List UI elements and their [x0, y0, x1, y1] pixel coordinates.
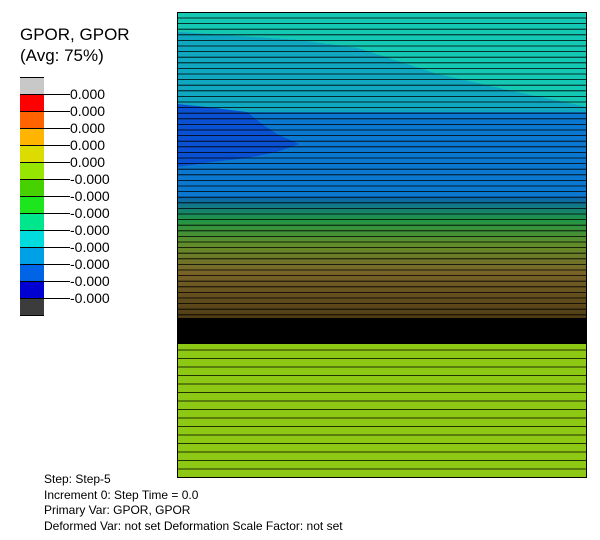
legend-tick [44, 247, 70, 248]
legend-title-averaging: (Avg: 75%) [20, 46, 104, 65]
legend-bottom-edge [20, 315, 44, 316]
contour-plot [177, 12, 587, 478]
legend-tick-label: -0.000 [70, 273, 110, 289]
legend-tick [44, 94, 70, 95]
legend-swatch [20, 145, 44, 162]
legend-tick-label: -0.000 [70, 256, 110, 272]
legend-tick [44, 298, 70, 299]
model-info-block: Step: Step-5 Increment 0: Step Time = 0.… [44, 472, 343, 534]
legend-swatch [20, 94, 44, 111]
legend-tick [44, 179, 70, 180]
info-primary-var: Primary Var: GPOR, GPOR [44, 503, 191, 517]
legend-tick [44, 281, 70, 282]
legend-tick [44, 162, 70, 163]
legend-tick [44, 213, 70, 214]
contour-plot-viewport[interactable] [177, 12, 587, 478]
legend-swatch [20, 298, 44, 315]
legend-title-variable: GPOR, GPOR [20, 25, 130, 44]
legend-swatch [20, 281, 44, 298]
legend-swatch [20, 213, 44, 230]
legend-swatch [20, 264, 44, 281]
legend-tick-label: 0.000 [70, 120, 106, 136]
legend-tick [44, 111, 70, 112]
legend-swatch [20, 247, 44, 264]
legend-tick-label: -0.000 [70, 239, 110, 255]
contour-band-black [177, 318, 587, 344]
legend-tick [44, 128, 70, 129]
plot-border [177, 12, 587, 478]
contour-region-teal [177, 32, 587, 112]
legend-swatch [20, 128, 44, 145]
contour-region-cyan [177, 12, 587, 107]
legend-tick-label: -0.000 [70, 222, 110, 238]
contour-legend: 0.000 0.000 0.000 0.000 0.000 -0.000 -0.000 -0.… [20, 77, 140, 317]
legend-swatch [20, 196, 44, 213]
legend-swatch [20, 230, 44, 247]
contour-band-green-brown [177, 219, 587, 272]
legend-tick-label: -0.000 [70, 171, 110, 187]
legend-swatch [20, 179, 44, 196]
legend-tick-label: 0.000 [70, 103, 106, 119]
legend-tick-label: 0.000 [70, 154, 106, 170]
contour-band-brown [177, 272, 587, 318]
legend-swatch [20, 111, 44, 128]
legend-tick [44, 145, 70, 146]
info-step: Step: Step-5 [44, 472, 111, 486]
contour-band-lime [177, 344, 587, 478]
info-increment: Increment 0: Step Time = 0.0 [44, 487, 199, 502]
legend-tick [44, 196, 70, 197]
legend-tick-label: 0.000 [70, 86, 106, 102]
legend-tick-label: 0.000 [70, 137, 106, 153]
legend-swatch [20, 77, 44, 94]
legend-tick-label: -0.000 [70, 188, 110, 204]
legend-tick-label: -0.000 [70, 290, 110, 306]
legend-tick [44, 264, 70, 265]
legend-tick [44, 230, 70, 231]
legend-title: GPOR, GPOR (Avg: 75%) [20, 24, 130, 66]
info-deformed-var: Deformed Var: not set Deformation Scale … [44, 518, 343, 533]
legend-tick-label: -0.000 [70, 205, 110, 221]
legend-swatch [20, 162, 44, 179]
